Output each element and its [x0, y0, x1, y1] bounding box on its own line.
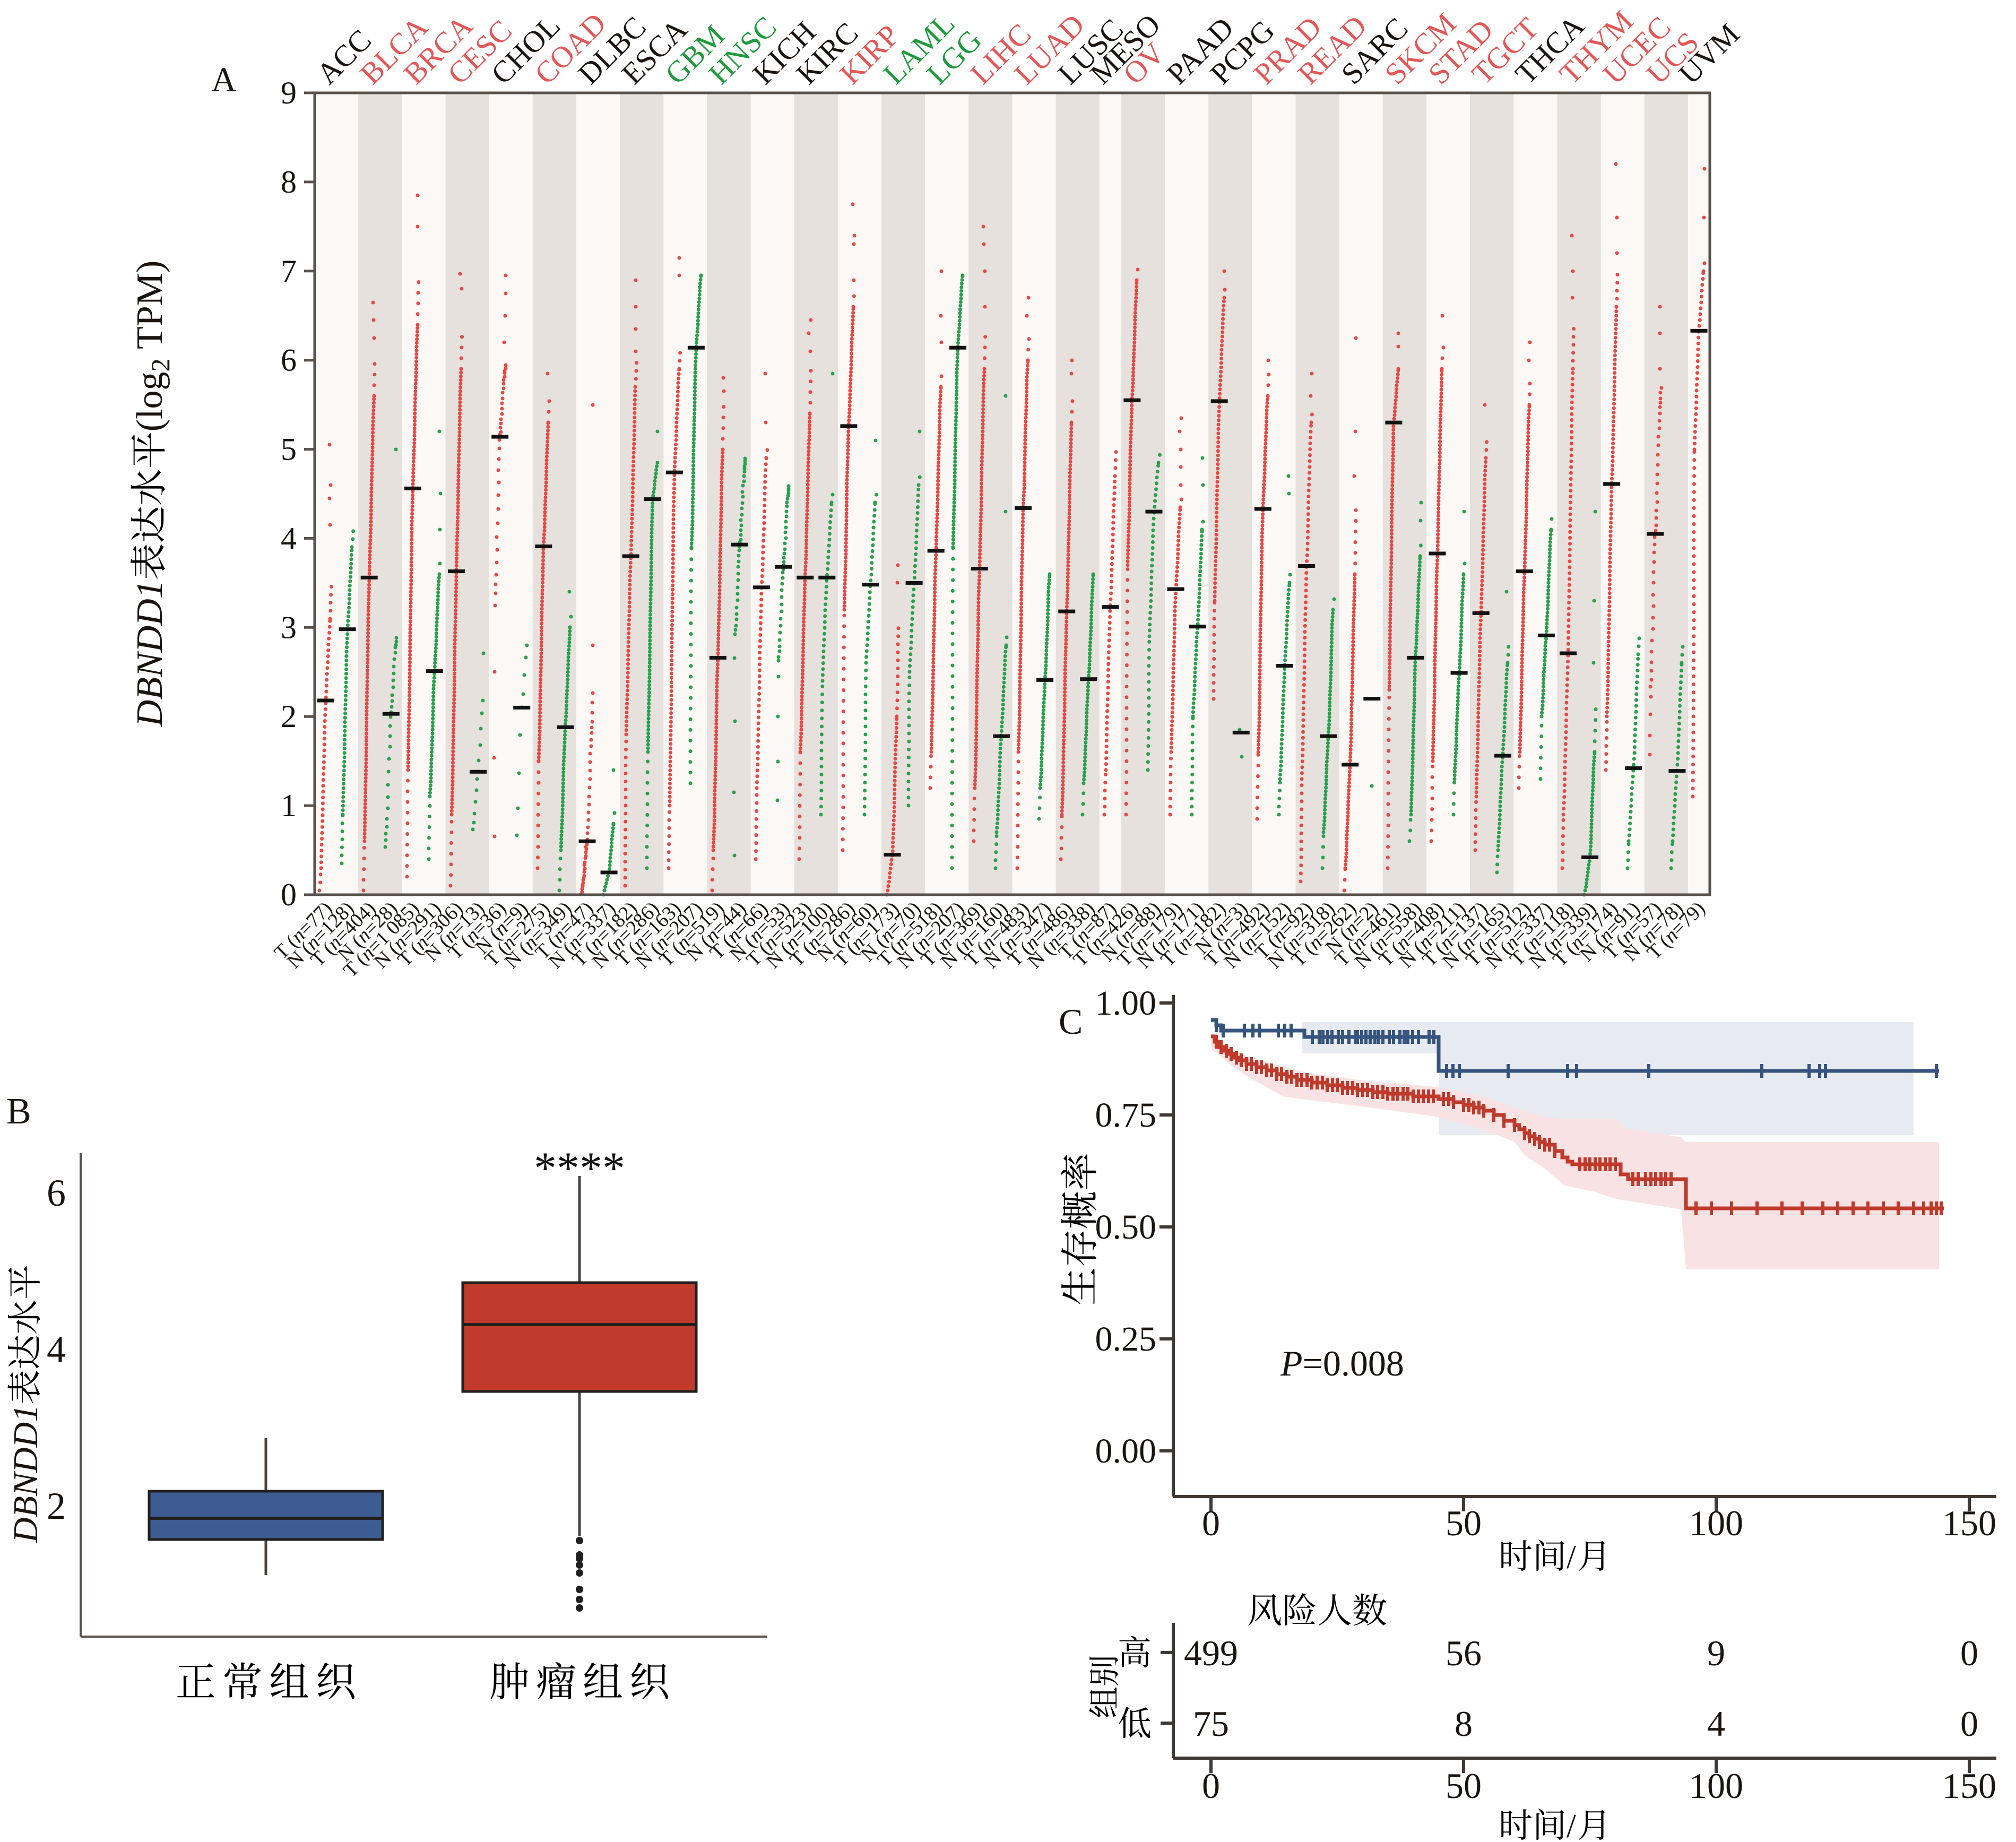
svg-text:150: 150 — [1942, 1766, 1996, 1806]
svg-text:100: 100 — [1689, 1766, 1743, 1806]
svg-text:1.00: 1.00 — [1095, 984, 1157, 1023]
svg-text:0: 0 — [1202, 1766, 1220, 1806]
svg-text:9: 9 — [1707, 1633, 1725, 1673]
svg-text:4: 4 — [1707, 1703, 1725, 1744]
svg-text:0: 0 — [1202, 1503, 1220, 1543]
svg-text:A: A — [211, 60, 237, 99]
svg-text:56: 56 — [1446, 1633, 1482, 1673]
svg-text:9: 9 — [281, 75, 297, 110]
svg-text:6: 6 — [281, 343, 297, 378]
svg-text:(log: (log — [129, 371, 170, 431]
svg-text:8: 8 — [1455, 1703, 1473, 1744]
svg-text:/: / — [1567, 1538, 1576, 1576]
svg-text:2: 2 — [281, 699, 297, 734]
svg-text:4: 4 — [281, 521, 297, 556]
svg-text:DBNDD1: DBNDD1 — [6, 1405, 45, 1543]
svg-text:1: 1 — [281, 788, 297, 823]
svg-text:0: 0 — [1960, 1633, 1978, 1673]
svg-text:2: 2 — [145, 358, 175, 371]
svg-text:B: B — [6, 1091, 31, 1132]
svg-text:4: 4 — [47, 1328, 66, 1371]
svg-text:0: 0 — [1960, 1703, 1978, 1744]
svg-text:0.00: 0.00 — [1095, 1432, 1157, 1471]
svg-text:7: 7 — [281, 254, 297, 289]
svg-text:6: 6 — [47, 1172, 66, 1214]
svg-text:0.75: 0.75 — [1095, 1096, 1157, 1135]
svg-text:499: 499 — [1184, 1633, 1238, 1673]
svg-text:50: 50 — [1446, 1766, 1482, 1806]
svg-text:3: 3 — [281, 610, 297, 645]
svg-text:8: 8 — [281, 165, 297, 200]
svg-text:150: 150 — [1942, 1503, 1996, 1543]
svg-text:****: **** — [534, 1143, 625, 1194]
svg-text:100: 100 — [1689, 1503, 1743, 1543]
svg-text:TPM): TPM) — [129, 261, 170, 359]
svg-text:0.50: 0.50 — [1095, 1208, 1157, 1247]
svg-text:/: / — [1567, 1807, 1576, 1842]
svg-text:75: 75 — [1193, 1703, 1229, 1744]
svg-text:C: C — [1059, 1001, 1083, 1042]
svg-text:50: 50 — [1446, 1503, 1482, 1543]
svg-text:P=0.008: P=0.008 — [1280, 1343, 1404, 1383]
svg-text:0: 0 — [281, 877, 297, 912]
svg-text:2: 2 — [47, 1485, 66, 1527]
svg-text:DBNDD1: DBNDD1 — [129, 580, 170, 727]
svg-text:0.25: 0.25 — [1095, 1320, 1157, 1359]
svg-text:5: 5 — [281, 432, 297, 467]
